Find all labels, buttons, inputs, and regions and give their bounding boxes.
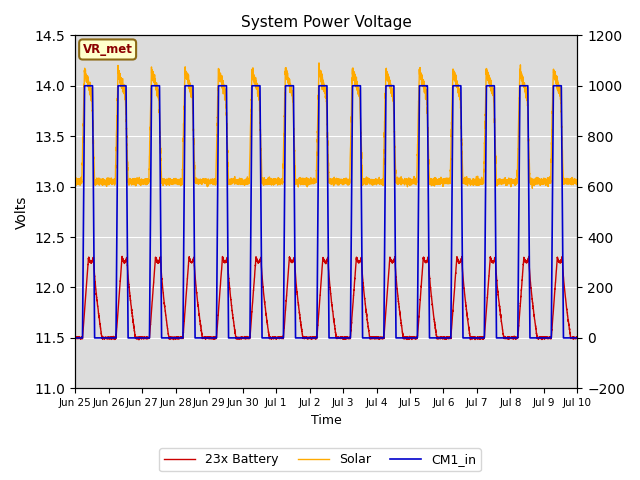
Solar: [547, 176, 554, 181]
23x Battery: [438, 335, 446, 340]
Line: 23x Battery: 23x Battery: [75, 256, 577, 340]
Solar: [573, 177, 581, 183]
23x Battery: [573, 336, 581, 342]
23x Battery: [242, 335, 250, 340]
Y-axis label: Volts: Volts: [15, 195, 29, 228]
X-axis label: Time: Time: [311, 414, 342, 427]
Solar: [529, 185, 536, 191]
23x Battery: [552, 267, 560, 273]
23x Battery: [135, 337, 143, 343]
Line: CM1_in: CM1_in: [75, 86, 577, 338]
Solar: [309, 180, 317, 186]
Solar: [242, 178, 250, 184]
Solar: [315, 60, 323, 66]
23x Battery: [71, 335, 79, 340]
CM1_in: [547, 335, 554, 341]
23x Battery: [452, 259, 460, 265]
Legend: 23x Battery, Solar, CM1_in: 23x Battery, Solar, CM1_in: [159, 448, 481, 471]
CM1_in: [242, 335, 250, 341]
Solar: [552, 78, 560, 84]
Text: VR_met: VR_met: [83, 43, 132, 56]
CM1_in: [452, 83, 460, 89]
Solar: [71, 177, 79, 183]
CM1_in: [309, 335, 317, 341]
CM1_in: [81, 83, 88, 89]
23x Battery: [309, 335, 317, 341]
Solar: [438, 179, 446, 184]
Line: Solar: Solar: [75, 63, 577, 188]
CM1_in: [573, 335, 581, 341]
Title: System Power Voltage: System Power Voltage: [241, 15, 412, 30]
CM1_in: [71, 335, 79, 341]
23x Battery: [525, 253, 532, 259]
CM1_in: [438, 335, 446, 341]
Solar: [452, 80, 460, 86]
CM1_in: [552, 83, 560, 89]
23x Battery: [547, 335, 554, 340]
